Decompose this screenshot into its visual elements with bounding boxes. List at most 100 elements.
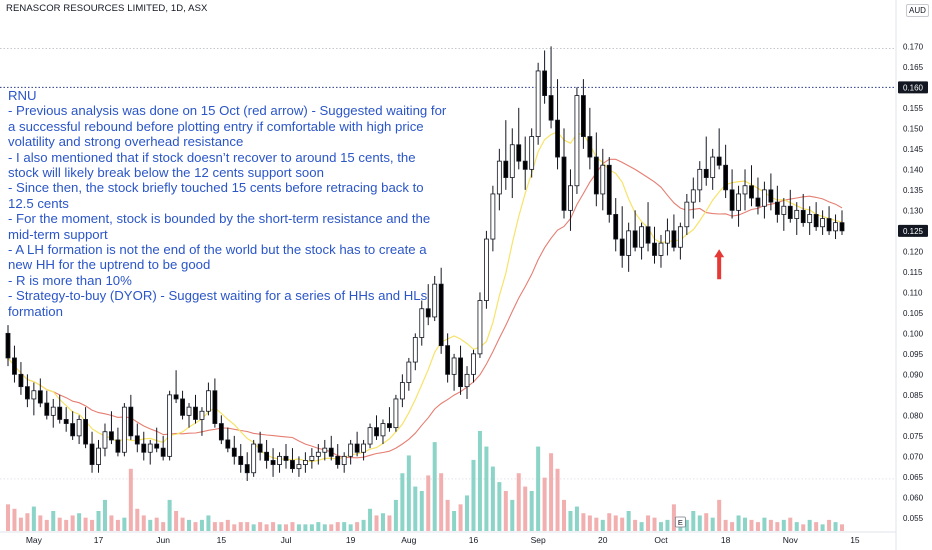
candle-body (348, 443, 354, 457)
last-price-label: 0.125 (903, 227, 924, 236)
volume-bar (122, 517, 127, 531)
candle-body (102, 431, 108, 449)
volume-bar (258, 522, 263, 531)
candle-body (89, 443, 95, 465)
volume-bar (148, 519, 153, 531)
candle-body (787, 205, 793, 219)
candle-body (134, 435, 140, 445)
currency-label[interactable]: AUD (906, 4, 929, 17)
candle-up (509, 128, 515, 199)
candle-down (561, 128, 567, 219)
volume-bar (820, 524, 825, 531)
candle-up (762, 181, 767, 219)
candle-body (147, 443, 153, 453)
volume-bar (83, 517, 88, 531)
candle-body (251, 443, 257, 474)
candle-up (399, 374, 405, 408)
candle-up (781, 198, 787, 231)
candle-body (199, 410, 205, 420)
price-tick-label: 0.080 (903, 411, 924, 420)
candle-up (742, 169, 748, 211)
marked-price-label: 0.160 (903, 83, 924, 92)
candle-down (180, 390, 185, 420)
price-tick-label: 0.110 (903, 288, 923, 297)
candle-body (322, 447, 328, 453)
candle-down (768, 173, 774, 211)
volume-bar (102, 499, 107, 531)
candle-up (477, 292, 483, 358)
candle-body (587, 136, 593, 158)
price-tick-label: 0.155 (903, 104, 924, 113)
candle-down (555, 79, 560, 170)
time-tick-label: 20 (598, 535, 608, 545)
candle-body (703, 168, 709, 178)
sma-long-line (7, 158, 843, 459)
volume-bar (839, 524, 845, 531)
volume-bar (335, 522, 340, 531)
candle-body (231, 447, 237, 457)
price-tick-label: 0.140 (903, 165, 924, 174)
price-tick-label: 0.095 (903, 350, 924, 359)
candle-down (813, 202, 819, 231)
price-tick-label: 0.105 (903, 309, 924, 318)
candle-body (393, 398, 399, 429)
volume-bar (788, 517, 793, 531)
volume-bar (439, 473, 444, 531)
candle-body (76, 419, 82, 437)
candle-body (548, 95, 554, 121)
candle-down (115, 427, 121, 457)
volume-bar (406, 455, 411, 531)
candle-down (244, 452, 250, 481)
volume-bar (762, 517, 767, 531)
candle-up (341, 452, 347, 473)
note-line: - I also mentioned that if stock doesn’t… (8, 149, 416, 181)
volume-bar (568, 511, 573, 531)
volume-bar (794, 522, 799, 531)
candle-body (742, 185, 748, 195)
volume-bar (781, 519, 786, 531)
note-line: - Since then, the stock briefly touched … (8, 180, 424, 211)
price-tick-label: 0.145 (903, 145, 924, 154)
candle-body (774, 201, 780, 215)
candle-up (167, 390, 173, 461)
candle-down (613, 198, 619, 252)
volume-bar (613, 515, 618, 531)
volume-bar (419, 491, 424, 531)
candle-body (671, 230, 677, 248)
time-tick-label: 15 (850, 535, 860, 545)
candle-body (128, 406, 134, 437)
volume-bar (807, 519, 812, 531)
candle-body (70, 423, 76, 437)
candle-up (684, 193, 690, 235)
candle-body (31, 390, 37, 400)
candle-down (264, 439, 270, 469)
price-tick-label: 0.090 (903, 370, 924, 379)
candle-body (516, 144, 522, 162)
candle-body (5, 332, 11, 359)
candle-up (600, 148, 606, 211)
earnings-marker (674, 516, 686, 528)
volume-bar (523, 486, 528, 531)
volume-bar (180, 517, 185, 531)
candle-up (315, 444, 321, 465)
candle-body (193, 406, 198, 420)
candle-body (257, 443, 263, 453)
volume-bar (768, 519, 773, 531)
candle-down (652, 226, 657, 264)
candle-body (839, 222, 845, 232)
candle-up (309, 448, 315, 469)
candle-down (290, 448, 295, 473)
volume-bar (503, 491, 508, 531)
candle-down (503, 120, 509, 190)
volume-bar (355, 522, 360, 531)
candle-down (374, 415, 379, 440)
price-tick-label: 0.165 (903, 63, 924, 72)
candle-up (361, 439, 366, 461)
price-tick-label: 0.070 (903, 452, 924, 461)
candle-up (658, 234, 664, 268)
volume-bar (64, 519, 69, 531)
candle-down (5, 325, 11, 367)
candle-up (490, 185, 496, 252)
candle-down (548, 46, 554, 129)
